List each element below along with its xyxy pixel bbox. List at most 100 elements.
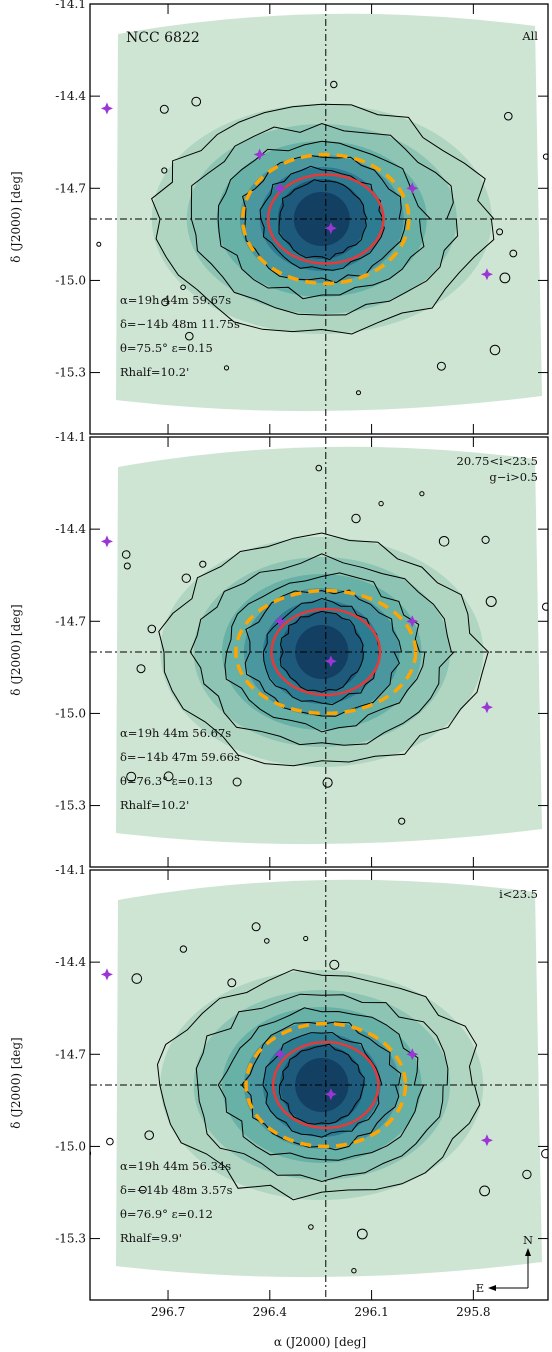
contour-island <box>63 1070 71 1078</box>
center-ra-label: α=19h 44m 59.67s <box>120 293 231 307</box>
x-axis-title: α (J2000) [deg] <box>274 1335 366 1349</box>
contour-island <box>181 573 192 583</box>
red-ellipse <box>270 607 382 697</box>
contour-island <box>264 938 270 944</box>
y-tick-label: -15.3 <box>55 799 86 813</box>
bright-star-marker <box>100 535 113 548</box>
center-ra-label: α=19h 44m 56.34s <box>120 1159 231 1173</box>
contour-island <box>251 922 261 932</box>
contour-island <box>76 1108 85 1117</box>
bright-star-marker <box>324 222 337 235</box>
red-ellipse <box>266 173 385 265</box>
position-angle-ellipticity-label: θ=76.3° ε=0.13 <box>120 774 213 788</box>
north-label: N <box>523 1233 533 1247</box>
y-tick-label: -14.1 <box>55 430 86 444</box>
orange-ellipse <box>240 152 411 286</box>
contour-line-3 <box>217 140 432 300</box>
contour-island <box>303 935 309 942</box>
contour-line-3 <box>217 1007 425 1161</box>
y-tick-label: -14.4 <box>55 89 86 103</box>
contour-island <box>489 344 501 356</box>
contour-island <box>90 215 91 221</box>
half-light-radius-label: Rhalf=9.9' <box>120 1231 182 1245</box>
red-ellipse <box>271 1040 380 1130</box>
panel-frame <box>89 869 549 1301</box>
galaxy-name: NCC 6822 <box>126 30 200 46</box>
y-axis-title-panel-3: δ (J2000) [deg] <box>9 1037 23 1128</box>
y-tick-label: -14.4 <box>55 522 86 536</box>
contour-line-1 <box>158 532 490 767</box>
contour-island <box>496 228 504 236</box>
contour-island <box>147 624 157 634</box>
contour-line-4 <box>244 589 403 717</box>
contour-island <box>161 298 170 307</box>
bright-star-marker <box>406 182 419 195</box>
contour-island <box>232 777 242 787</box>
contour-island <box>144 1130 154 1140</box>
center-dec-label: δ=−14b 47m 59.66s <box>120 750 240 764</box>
y-tick-label: -14.1 <box>55 863 86 877</box>
contour-island <box>138 1185 147 1194</box>
east-label: E <box>476 1281 484 1295</box>
y-tick-label: -15.3 <box>55 366 86 380</box>
contour-island <box>199 560 207 568</box>
panel-2: -14.1 -14.4 -14.7 -15.0 -15.3 20.75<i<23.5 g−i… <box>55 430 549 868</box>
bright-star-marker <box>324 1088 337 1101</box>
y-tick-label: -14.7 <box>55 1047 86 1061</box>
bright-star-marker <box>406 615 419 628</box>
bright-star-marker <box>273 615 286 628</box>
panel-3: -14.1 -14.4 -14.7 -15.0 -15.3 296.7 296.4 296.1… <box>55 863 549 1319</box>
contour-island <box>315 464 323 472</box>
bright-star-marker <box>480 701 493 714</box>
x-tick-label: 296.7 <box>151 1305 185 1319</box>
contour-line-6 <box>278 1043 365 1125</box>
y-tick-label: -15.0 <box>55 273 86 287</box>
contour-island <box>436 361 446 371</box>
bright-star-marker <box>100 968 113 981</box>
density-map <box>90 437 548 867</box>
selection-label: i<23.5 <box>499 887 538 901</box>
contour-island <box>351 513 361 524</box>
contour-island <box>106 1137 114 1146</box>
x-tick-label: 295.8 <box>456 1305 490 1319</box>
bright-star-marker <box>273 1048 286 1061</box>
contour-island <box>163 771 174 782</box>
bright-star-marker <box>273 182 286 195</box>
contour-island <box>161 167 168 174</box>
contour-island <box>356 390 361 396</box>
contour-island <box>542 153 548 160</box>
contour-island <box>356 1228 368 1240</box>
bright-star-marker <box>480 268 493 281</box>
contour-line-6 <box>279 610 364 693</box>
selection-label: 20.75<i<23.5 <box>457 454 538 468</box>
x-tick-label: 296.1 <box>354 1305 388 1319</box>
y-axis-title-panel-1: δ (J2000) [deg] <box>9 171 23 262</box>
y-tick-label: -15.3 <box>55 1232 86 1246</box>
contour-island <box>227 978 237 988</box>
contour-island <box>322 777 333 788</box>
contour-island <box>123 562 131 570</box>
position-angle-ellipticity-label: θ=75.5° ε=0.15 <box>120 341 213 355</box>
y-tick-label: -14.1 <box>55 0 86 11</box>
east-arrow-head <box>488 1285 496 1291</box>
contour-island <box>179 945 188 953</box>
contour-line-5 <box>262 597 382 706</box>
contour-line-2 <box>189 553 456 746</box>
contour-island <box>485 596 497 607</box>
color-cut-label: g−i>0.5 <box>489 470 538 484</box>
contour-island <box>419 491 425 497</box>
x-tick-label: 296.4 <box>253 1305 288 1319</box>
y-tick-label: -14.4 <box>55 955 86 969</box>
contour-island <box>136 664 146 674</box>
center-dec-label: δ=−14b 48m 11.75s <box>120 317 240 331</box>
y-axis-title-panel-2: δ (J2000) [deg] <box>9 604 23 695</box>
contour-line-6 <box>278 179 368 261</box>
contour-island <box>479 1185 491 1197</box>
contour-line-1 <box>156 969 481 1201</box>
contour-island <box>223 365 230 371</box>
contour-line-2 <box>190 122 459 316</box>
contour-island <box>351 1268 357 1274</box>
density-map <box>63 870 548 1300</box>
contour-island <box>330 80 338 89</box>
